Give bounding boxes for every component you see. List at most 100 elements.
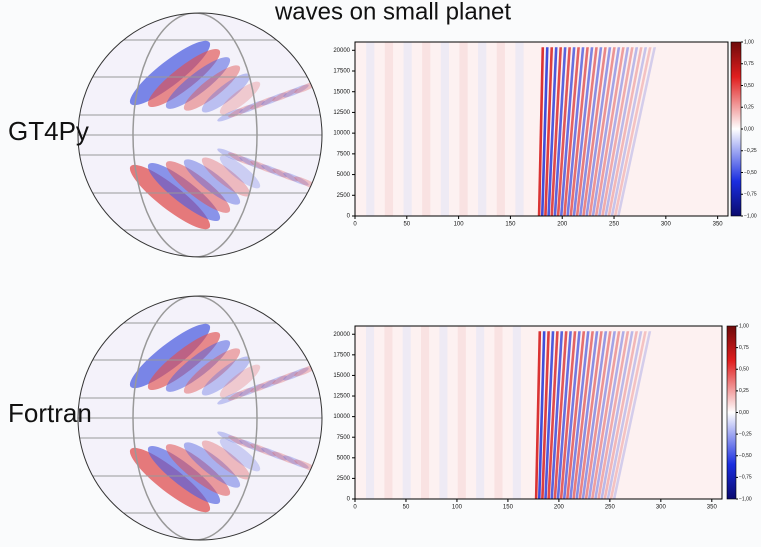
globe-wave: [250, 96, 276, 110]
colorbar-tick-label: 0,75: [744, 61, 754, 67]
heatmap-wave: [581, 331, 608, 499]
heatmap-wave: [591, 47, 621, 216]
heatmap-band: [512, 326, 521, 499]
globe: [78, 13, 322, 257]
heatmap-wave: [587, 331, 616, 499]
heatmap-wave: [572, 331, 594, 499]
globe-wave: [129, 447, 211, 513]
globe-wave: [261, 447, 287, 461]
heatmap-band: [366, 326, 375, 499]
globe-outline: [77, 12, 323, 258]
slide-title: waves on small planet: [274, 0, 511, 25]
heatmap-wave: [584, 331, 612, 499]
globe-wave: [228, 152, 254, 166]
heatmap-band: [478, 42, 487, 216]
x-tick-label: 100: [452, 505, 463, 511]
colorbar-tick-label: −0,75: [739, 475, 752, 481]
globe-wave: [261, 375, 287, 389]
heatmap-wave: [553, 47, 567, 216]
heatmap-wave: [547, 331, 559, 499]
y-tick-label: 10000: [333, 414, 350, 420]
heatmap-wave: [578, 47, 603, 216]
y-tick-label: 5000: [337, 455, 351, 461]
globe-wave: [147, 162, 221, 222]
globe-wave: [219, 155, 261, 189]
heatmap-band: [402, 326, 411, 499]
x-tick-label: 50: [403, 222, 410, 228]
heatmap-band: [496, 42, 505, 216]
y-tick-label: 20000: [333, 332, 350, 338]
heatmap-wave: [594, 331, 625, 499]
x-tick-label: 150: [505, 222, 516, 228]
y-tick-label: 15000: [333, 89, 350, 95]
heatmap-wave: [553, 331, 568, 499]
x-tick-label: 350: [707, 505, 718, 511]
globe-wave: [239, 100, 265, 114]
heatmap-wave: [547, 47, 558, 216]
x-tick-label: 50: [403, 505, 410, 511]
colorbar-tick-label: −1,00: [739, 496, 752, 502]
heatmap-wave: [559, 47, 576, 216]
x-tick-label: 250: [605, 505, 616, 511]
colorbar-tick-label: 0,50: [739, 367, 749, 373]
heatmap-wave: [556, 47, 571, 216]
heatmap-wave: [556, 331, 572, 499]
globe-wave: [147, 331, 221, 391]
globe-wave: [283, 455, 309, 469]
heatmap-wave: [575, 331, 599, 499]
globe-wave: [239, 156, 265, 170]
globe-wave: [147, 48, 221, 108]
globe-wave: [283, 84, 309, 98]
y-tick-label: 15000: [333, 373, 350, 379]
heatmap-wave: [562, 331, 581, 499]
heatmap-wave: [544, 331, 555, 499]
x-tick-label: 300: [661, 222, 672, 228]
globe: [78, 296, 322, 540]
heatmap-field: [355, 326, 722, 499]
x-tick-label: 300: [656, 505, 667, 511]
heatmap-wave: [569, 331, 590, 499]
globe-wave: [201, 440, 251, 480]
colorbar-tick-label: 0,00: [739, 410, 749, 416]
heatmap-wave: [606, 331, 643, 499]
row-label: Fortran: [8, 398, 92, 428]
globe-wave: [219, 81, 261, 115]
colorbar: [726, 325, 737, 500]
x-tick-label: 150: [503, 505, 514, 511]
colorbar: [730, 41, 742, 217]
x-tick-label: 0: [353, 505, 357, 511]
globe-wave: [165, 57, 231, 109]
heatmap-wave: [563, 47, 580, 216]
globe-wave: [272, 451, 298, 465]
x-tick-label: 350: [713, 222, 724, 228]
globe-wave: [250, 160, 276, 174]
y-tick-label: 7500: [337, 151, 351, 157]
colorbar-tick-label: −0,25: [739, 431, 752, 437]
colorbar-tick-label: 1,00: [739, 323, 749, 329]
heatmap-band: [459, 42, 468, 216]
y-tick-label: 12500: [333, 110, 350, 116]
heatmap-band: [494, 326, 503, 499]
colorbar-tick-label: −1,00: [744, 213, 757, 219]
heatmap-band: [366, 42, 375, 216]
globe-wave: [147, 445, 221, 505]
globe-wave: [239, 439, 265, 453]
globe-wave: [250, 443, 276, 457]
heatmap-wave: [550, 331, 564, 499]
x-tick-label: 250: [609, 222, 620, 228]
heatmap-wave: [588, 47, 616, 216]
colorbar-tick-label: 0,25: [744, 105, 754, 111]
colorbar-tick-label: −0,50: [744, 170, 757, 176]
heatmap-wave: [537, 47, 545, 216]
heatmap-band: [421, 326, 430, 499]
heatmap-band: [384, 326, 393, 499]
globe-wave: [201, 356, 251, 396]
globe-outline: [77, 295, 323, 541]
globe-wave: [272, 88, 298, 102]
x-tick-label: 100: [454, 222, 465, 228]
colorbar-tick-label: −0,25: [744, 148, 757, 154]
heatmap-wave: [612, 331, 652, 499]
globe-wave: [129, 40, 211, 106]
heatmap-wave: [572, 47, 594, 216]
